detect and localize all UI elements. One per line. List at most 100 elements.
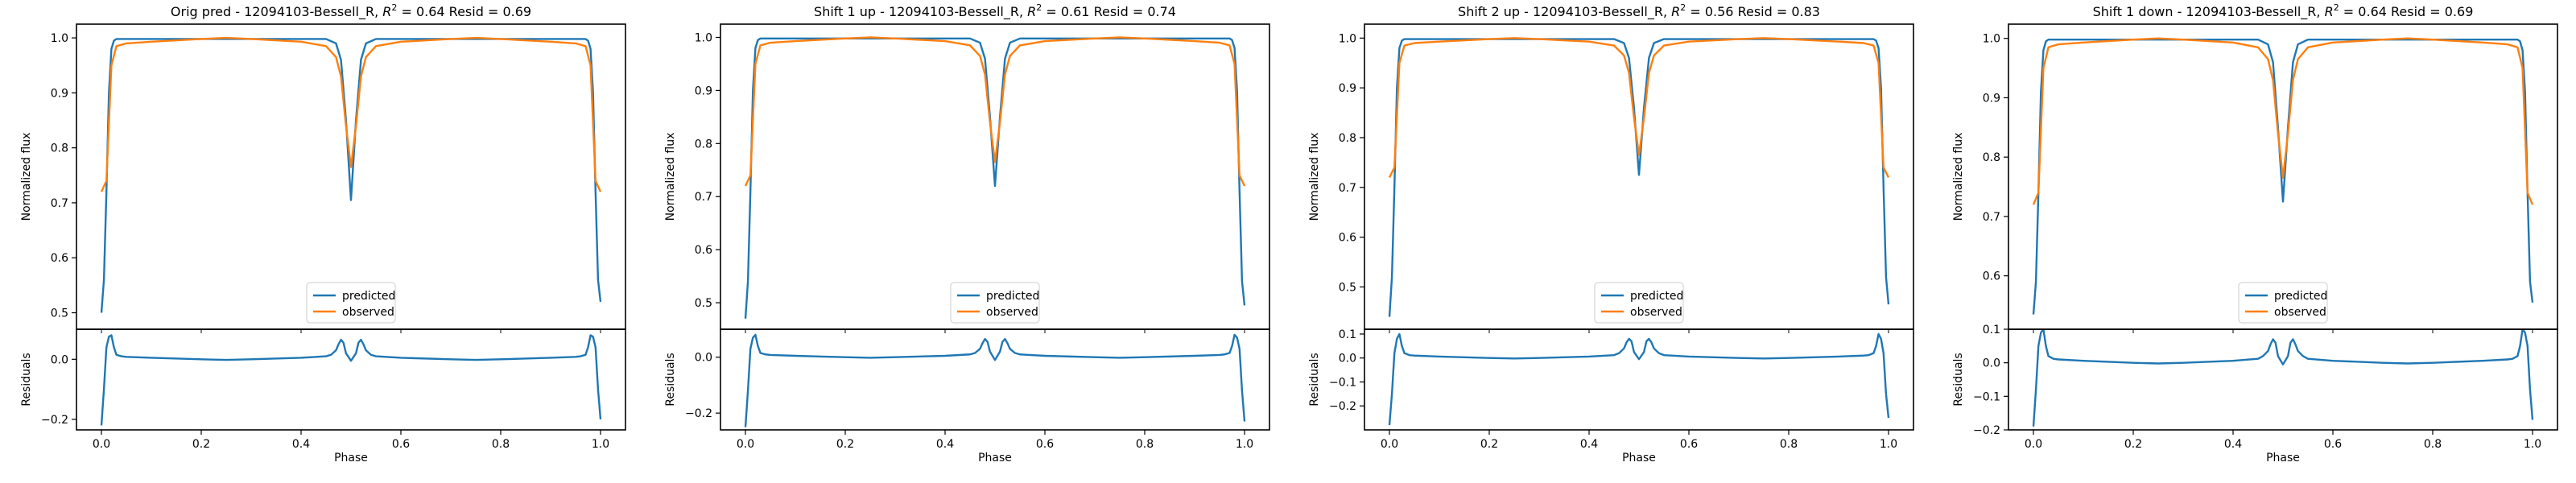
flux-ytick-label: 1.0 [1339,32,1356,45]
flux-ytick-label: 0.9 [1983,92,2000,105]
chart-title-r2-value: = 0.64 Resid = 0.69 [397,4,531,19]
x-tick-label: 1.0 [1236,438,1253,451]
flux-ytick-label: 0.6 [1983,270,2000,283]
residuals-ytick-label: −0.2 [41,414,68,427]
legend-label-observed: observed [2274,306,2326,319]
residuals-ytick-label: 0.0 [695,352,712,365]
flux-ylabel: Normalized flux [664,133,677,221]
x-tick-label: 1.0 [1880,438,1897,451]
chart-title-superscript: 2 [391,2,397,13]
residuals-ytick-label: 0.0 [1339,353,1356,365]
residuals-plot-frame [76,328,626,431]
flux-ytick-label: 1.0 [695,31,712,44]
residuals-ytick-label: 0.1 [1339,328,1356,341]
series-observed-line [744,36,1246,187]
x-tick-label: 0.8 [1136,438,1154,451]
x-tick-label: 0.4 [936,438,954,451]
chart-title: Shift 2 up - 12094103-Bessell_R, R2 = 0.… [1458,2,1820,20]
flux-ytick-label: 0.8 [51,142,68,155]
x-tick-label: 0.4 [2224,438,2242,451]
legend-label-predicted: predicted [342,290,395,303]
chart-title: Shift 1 up - 12094103-Bessell_R, R2 = 0.… [814,2,1176,20]
residuals-ytick-label: −0.1 [1973,390,2000,403]
legend-label-predicted: predicted [2274,290,2327,303]
x-axis-label: Phase [334,452,368,464]
chart-title-r2-value: = 0.64 Resid = 0.69 [2339,4,2474,19]
residuals-ytick-label: −0.2 [1973,424,2000,437]
flux-ytick-label: 0.8 [1339,132,1356,145]
flux-ytick-label: 0.6 [51,252,68,265]
x-tick-label: 0.6 [2324,438,2342,451]
flux-ytick-label: 0.5 [51,308,68,320]
legend-label-observed: observed [1630,306,1682,319]
x-tick-label: 0.6 [1036,438,1054,451]
chart-title: Orig pred - 12094103-Bessell_R, R2 = 0.6… [171,2,531,20]
residuals-plot-frame [2008,328,2558,431]
residuals-ylabel: Residuals [1308,353,1321,406]
legend-box [306,282,396,324]
flux-ytick-label: 0.7 [1983,211,2000,224]
flux-ytick-label: 0.7 [1339,182,1356,195]
x-axis-label: Phase [978,452,1012,464]
x-tick-label: 1.0 [592,438,609,451]
x-tick-label: 0.0 [737,438,754,451]
flux-ylabel: Normalized flux [1308,133,1321,221]
residuals-ylabel: Residuals [1952,353,1965,406]
flux-ytick-label: 1.0 [51,32,68,45]
legend: predicted observed [1594,282,1684,324]
flux-ytick-label: 0.6 [695,244,712,257]
chart-title: Shift 1 down - 12094103-Bessell_R, R2 = … [2093,2,2474,20]
chart-panel-3: Shift 2 up - 12094103-Bessell_R, R2 = 0.… [1308,2,1914,464]
series-residuals-line [744,333,1246,427]
legend: predicted observed [306,282,396,324]
legend-label-observed: observed [342,306,394,319]
flux-ytick-label: 0.7 [51,197,68,210]
chart-panel-2: Shift 1 up - 12094103-Bessell_R, R2 = 0.… [664,2,1270,464]
chart-title-r-symbol: R [1671,4,1680,19]
x-axis-label: Phase [1622,452,1656,464]
chart-title-superscript: 2 [2334,2,2339,13]
x-tick-label: 0.2 [2124,438,2142,451]
residuals-ytick-label: 0.0 [51,353,68,366]
chart-title-main: Shift 2 up - 12094103-Bessell_R, [1458,4,1671,20]
residuals-ytick-label: −0.1 [1329,376,1356,389]
residuals-plot-frame [1364,328,1914,431]
legend: predicted observed [2238,282,2328,324]
series-predicted-line [744,37,1246,319]
x-tick-label: 0.8 [492,438,510,451]
series-residuals-line [2032,329,2534,427]
chart-title-r2-value: = 0.61 Resid = 0.74 [1042,4,1176,19]
chart-title-superscript: 2 [1680,2,1686,13]
x-tick-label: 0.0 [93,438,110,451]
series-observed-line [1388,37,1890,178]
residuals-ytick-label: 0.1 [1983,324,2000,336]
legend-box [1594,282,1684,324]
residuals-ylabel: Residuals [664,353,677,406]
chart-title-r-symbol: R [382,4,391,19]
legend-label-predicted: predicted [1630,290,1683,303]
x-tick-label: 0.4 [1580,438,1598,451]
legend-box [2238,282,2328,324]
x-tick-label: 0.8 [1780,438,1798,451]
series-observed-line [2032,37,2534,205]
residuals-ytick-label: 0.0 [1983,357,2000,370]
x-tick-label: 0.2 [1480,438,1498,451]
legend-label-predicted: predicted [986,290,1039,303]
x-tick-label: 0.0 [2025,438,2042,451]
series-predicted-line [100,38,602,313]
chart-panel-4: Shift 1 down - 12094103-Bessell_R, R2 = … [1952,2,2558,464]
residuals-ytick-label: −0.2 [1329,400,1356,413]
series-residuals-line [1388,332,1890,426]
chart-title-main: Shift 1 down - 12094103-Bessell_R, [2093,4,2325,20]
chart-title-r2-value: = 0.56 Resid = 0.83 [1686,4,1820,19]
x-tick-label: 0.2 [192,438,210,451]
flux-ytick-label: 0.9 [51,87,68,100]
residuals-plot-frame [720,328,1270,431]
x-tick-label: 0.6 [1680,438,1698,451]
residuals-ylabel: Residuals [20,353,33,406]
x-tick-label: 0.2 [836,438,854,451]
residuals-ytick-label: −0.2 [685,407,712,420]
series-observed-line [100,36,602,192]
flux-ytick-label: 1.0 [1983,33,2000,46]
x-axis-label: Phase [2266,452,2300,464]
